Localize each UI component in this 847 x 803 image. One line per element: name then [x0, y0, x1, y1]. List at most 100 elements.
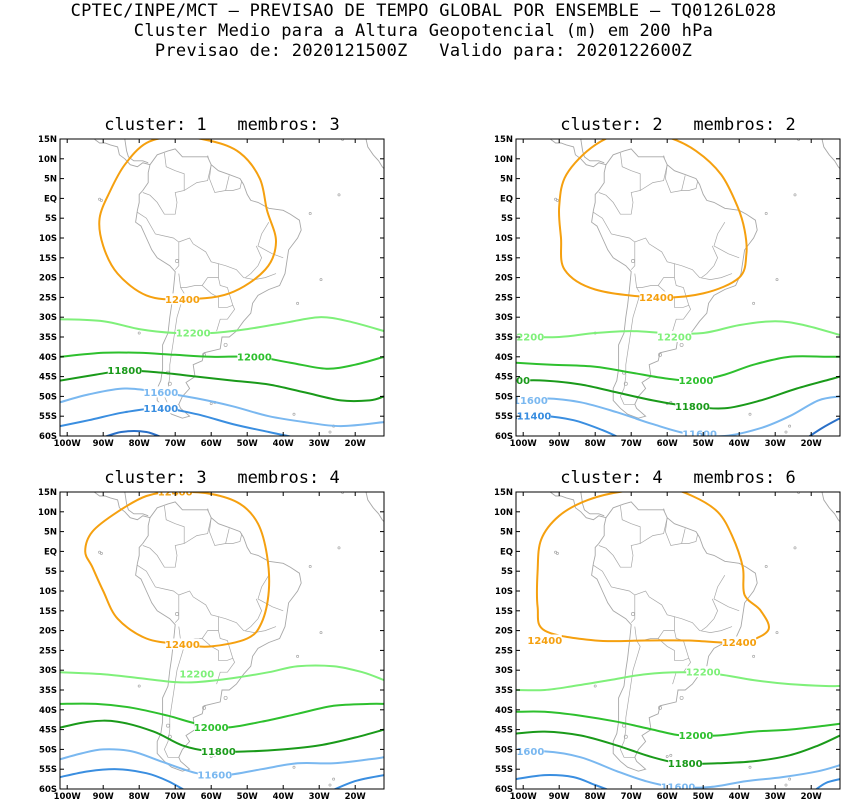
lake [166, 723, 170, 728]
contour-label: 12000 [237, 352, 272, 363]
lake [223, 342, 228, 347]
lat-tick-label: 60S [495, 432, 513, 442]
coastline-africa [821, 492, 840, 523]
contour-label: 12400 [639, 293, 674, 304]
lake [175, 259, 179, 263]
contour-12400 [557, 139, 748, 299]
lon-tick-label: 100W [510, 439, 538, 449]
lat-tick-label: 15N [38, 135, 57, 145]
contour-label-bg [179, 668, 214, 680]
lat-tick-label: 10N [38, 155, 57, 165]
coastline-africa [821, 139, 840, 170]
coastline-south-america [591, 148, 758, 419]
lake [631, 612, 635, 616]
lon-tick-label: 70W [165, 792, 187, 802]
lat-tick-label: 25S [495, 646, 513, 656]
contour-label: 12400 [722, 638, 757, 649]
island [663, 155, 665, 159]
lake [679, 342, 684, 347]
lat-axis: 15N 10N 5N EQ 5S 10S 15S 20S 25S 30S 35S 40S 45S 50S 5… [494, 488, 840, 795]
contour-label-bg [107, 364, 142, 376]
island [669, 753, 673, 757]
lake [622, 723, 626, 728]
lon-tick-label: 60W [201, 792, 223, 802]
island [319, 278, 323, 282]
lon-tick-label: 80W [129, 792, 151, 802]
island [98, 197, 102, 201]
country-border [681, 175, 686, 191]
coastline-south-america [135, 148, 302, 419]
lat-tick-label: 10S [39, 234, 57, 244]
lat-tick-label: 35S [495, 333, 513, 343]
lon-tick-label: 80W [129, 439, 151, 449]
contour-label-bg [194, 721, 229, 733]
country-border [209, 517, 243, 546]
lat-tick-label: 45S [495, 373, 513, 383]
lon-tick-label: 90W [549, 792, 571, 802]
lat-tick-label: 55S [39, 765, 57, 775]
country-border [634, 237, 675, 288]
lat-tick-label: 35S [39, 333, 57, 343]
lon-tick-label: 70W [621, 439, 643, 449]
coastline-africa [365, 492, 384, 523]
contour-label-bg [682, 428, 717, 436]
lon-tick-label: 60W [201, 439, 223, 449]
lat-tick-label: 20S [39, 274, 57, 284]
island [98, 550, 102, 554]
lon-tick-label: 100W [54, 439, 82, 449]
lat-tick-label: 5N [500, 528, 513, 538]
lon-tick-label: 80W [585, 439, 607, 449]
country-border [218, 616, 277, 633]
lake [175, 612, 179, 616]
country-border [142, 505, 185, 568]
contour-label-bg [722, 636, 757, 648]
coastline [93, 492, 384, 787]
island [292, 765, 296, 769]
contour-12200 [60, 664, 384, 684]
lon-tick-label: 90W [549, 439, 571, 449]
panel-1-title: cluster: 1 membros: 3 [104, 115, 340, 135]
lat-tick-label: 15S [495, 607, 513, 617]
contour-12400 [84, 492, 271, 648]
island [332, 777, 336, 781]
lat-tick-label: 15S [39, 607, 57, 617]
lon-tick-label: 20W [345, 792, 367, 802]
contour-label-bg [516, 331, 544, 342]
lat-tick-label: 5N [44, 528, 57, 538]
lat-tick-label: 25S [39, 293, 57, 303]
island [593, 684, 597, 688]
island [788, 777, 792, 781]
lon-tick-label: 30W [765, 439, 787, 449]
country-border [620, 640, 641, 758]
lake [623, 734, 628, 739]
island [665, 755, 669, 758]
lat-tick-label: 40S [495, 706, 513, 716]
contour-label-bg [237, 350, 272, 362]
map-frame [515, 491, 841, 790]
island [752, 301, 756, 305]
island [788, 424, 792, 428]
island [764, 211, 768, 215]
country-border [178, 237, 219, 288]
lat-tick-label: 50S [495, 745, 513, 755]
island [207, 155, 209, 159]
contour-label-bg [165, 638, 200, 650]
coastline-central-america-north [124, 492, 149, 517]
lat-tick-label: 60S [39, 432, 57, 442]
country-border [674, 263, 733, 280]
country-border [657, 630, 690, 661]
lat-tick-label: 40S [495, 353, 513, 363]
country-border [209, 164, 243, 193]
island [793, 193, 797, 197]
lat-tick-label: 10N [494, 508, 513, 518]
country-border [598, 505, 641, 568]
lat-tick-label: EQ [44, 547, 57, 557]
country-border [593, 212, 636, 270]
island [775, 631, 779, 635]
lat-tick-label: 5N [44, 175, 57, 185]
lon-axis: 100W 90W 80W 70W 60W 50W 40W 30W 20W [54, 492, 367, 802]
island [784, 430, 788, 434]
country-border [201, 277, 234, 308]
lon-tick-label: 70W [165, 439, 187, 449]
